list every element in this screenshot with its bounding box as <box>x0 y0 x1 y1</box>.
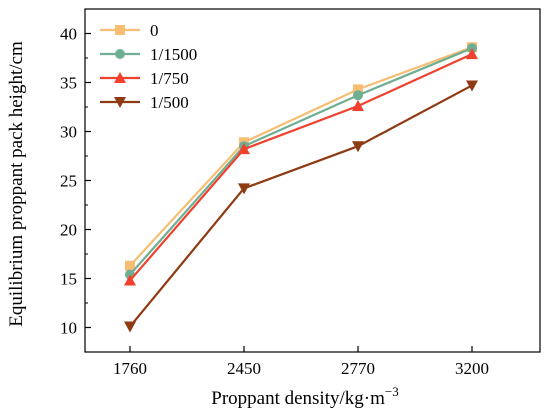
data-point-marker <box>466 48 478 60</box>
legend-item: 0 <box>100 21 159 40</box>
data-point-marker <box>124 274 136 286</box>
y-axis: 10 15 20 25 30 35 40 <box>60 25 91 338</box>
y-tick-label: 40 <box>60 25 77 44</box>
y-tick-label: 10 <box>60 319 77 338</box>
y-tick-label: 35 <box>60 74 77 93</box>
legend: 0 1/1500 1/750 1/500 <box>100 21 197 112</box>
y-axis-title: Equilibrium proppant pack height/cm <box>6 41 27 327</box>
x-tick-label: 2770 <box>341 359 375 378</box>
data-point-marker <box>124 321 136 333</box>
y-tick-label: 20 <box>60 221 77 240</box>
legend-label: 1/1500 <box>150 45 197 64</box>
data-point-marker <box>115 25 125 35</box>
legend-label: 0 <box>150 21 159 40</box>
legend-item: 1/500 <box>100 93 189 112</box>
x-tick-label: 3200 <box>455 359 489 378</box>
data-point-marker <box>238 183 250 195</box>
series-line <box>129 46 473 267</box>
series-1-750 <box>124 48 478 286</box>
data-point-marker <box>115 49 125 59</box>
data-point-marker <box>352 100 364 112</box>
legend-item: 1/750 <box>100 69 189 88</box>
data-point-marker <box>466 80 478 92</box>
x-tick-label: 2450 <box>227 359 261 378</box>
series-layer <box>124 42 478 333</box>
legend-item: 1/1500 <box>100 45 197 64</box>
x-tick-label: 1760 <box>113 359 147 378</box>
data-point-marker <box>353 84 363 95</box>
y-tick-label: 25 <box>60 172 77 191</box>
data-point-marker <box>125 260 135 271</box>
data-point-marker <box>238 143 250 155</box>
series-line <box>129 47 473 276</box>
y-tick-label: 15 <box>60 270 77 289</box>
legend-label: 1/750 <box>150 69 189 88</box>
data-point-marker <box>352 141 364 153</box>
x-axis: 1760 2450 2770 3200 <box>113 346 489 378</box>
data-point-marker <box>114 72 126 83</box>
x-axis-title: Proppant density/kg·m−3 <box>211 384 398 409</box>
series-line <box>129 84 473 328</box>
data-point-marker <box>114 97 126 108</box>
data-point-marker <box>353 90 363 101</box>
series-line <box>129 53 473 282</box>
legend-label: 1/500 <box>150 93 189 112</box>
series-1-500 <box>124 80 478 333</box>
y-tick-label: 30 <box>60 123 77 142</box>
